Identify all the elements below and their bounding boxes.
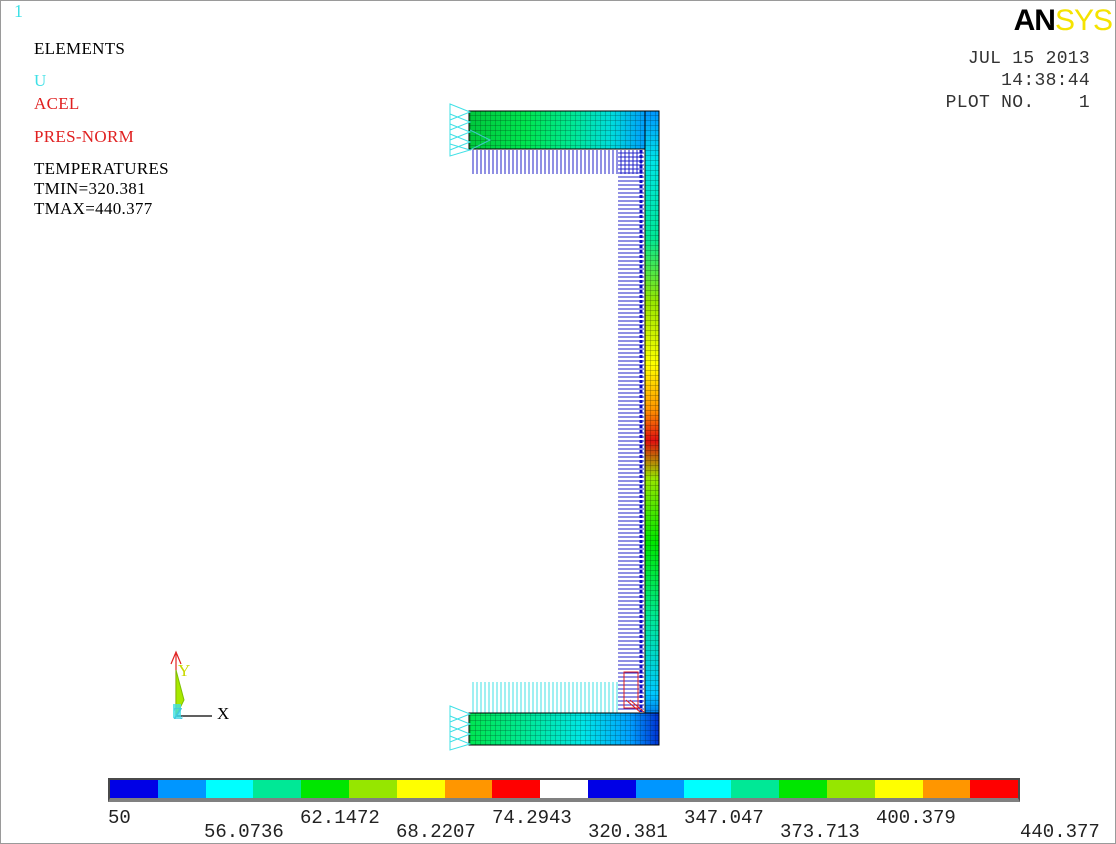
ansys-logo: ANSYS bbox=[1013, 4, 1113, 37]
displacement-constraints-top bbox=[449, 103, 492, 157]
pressure-arrows-bottom bbox=[472, 682, 620, 714]
legend-swatch bbox=[874, 780, 923, 798]
triad-z-label: Z bbox=[173, 704, 184, 723]
acel-label: ACEL bbox=[34, 94, 80, 113]
contour-legend-bar bbox=[108, 778, 1020, 802]
legend-swatch bbox=[301, 780, 349, 798]
u-label: U bbox=[34, 71, 47, 90]
legend-swatch bbox=[731, 780, 780, 798]
legend-label-bottom: 320.381 bbox=[588, 821, 668, 843]
legend-swatch bbox=[492, 780, 541, 798]
legend-swatch bbox=[635, 780, 684, 798]
time-label: 14:38:44 bbox=[1001, 71, 1090, 91]
legend-label-bottom: 440.377 bbox=[1020, 821, 1100, 843]
legend-swatch bbox=[110, 780, 158, 798]
legend-label-top: 347.047 bbox=[684, 807, 764, 829]
legend-swatch bbox=[348, 780, 397, 798]
logo-part-an: AN bbox=[1013, 4, 1056, 37]
legend-label-bottom: 373.713 bbox=[780, 821, 860, 843]
date-label: JUL 15 2013 bbox=[967, 49, 1090, 69]
elements-label: ELEMENTS bbox=[34, 39, 126, 58]
legend-swatch bbox=[205, 780, 254, 798]
top-flange-mesh bbox=[469, 111, 659, 149]
legend-swatch bbox=[396, 780, 445, 798]
legend-swatch bbox=[444, 780, 493, 798]
legend-label-top: 400.379 bbox=[876, 807, 956, 829]
triad-y-label: Y bbox=[178, 661, 191, 680]
temperatures-label: TEMPERATURES bbox=[34, 159, 169, 178]
legend-label-top: 62.1472 bbox=[300, 807, 380, 829]
acel-symbol bbox=[623, 671, 645, 713]
legend-swatch bbox=[779, 780, 827, 798]
plot-number-label: PLOT NO. 1 bbox=[945, 93, 1090, 113]
legend-swatch bbox=[540, 780, 588, 798]
legend-swatch bbox=[826, 780, 875, 798]
legend-swatch bbox=[587, 780, 636, 798]
logo-part-sys: SYS bbox=[1054, 4, 1113, 37]
legend-swatch bbox=[157, 780, 206, 798]
window-number: 1 bbox=[14, 1, 24, 21]
legend-label-top: 74.2943 bbox=[492, 807, 572, 829]
tmin-label: TMIN=320.381 bbox=[34, 179, 146, 198]
triad-x-label: X bbox=[217, 704, 230, 723]
displacement-constraints-bottom bbox=[449, 705, 472, 751]
pressure-arrows-top bbox=[472, 150, 644, 174]
legend-label-top: 50 bbox=[108, 807, 131, 829]
coordinate-triad bbox=[170, 650, 212, 718]
legend-swatch bbox=[970, 780, 1019, 798]
legend-label-bottom: 68.2207 bbox=[396, 821, 476, 843]
bottom-flange-mesh bbox=[469, 713, 659, 745]
tmax-label: TMAX=440.377 bbox=[34, 199, 153, 218]
legend-label-bottom: 56.0736 bbox=[204, 821, 284, 843]
legend-swatch bbox=[253, 780, 302, 798]
legend-swatch bbox=[922, 780, 971, 798]
web-mesh bbox=[645, 111, 659, 745]
pres-norm-label: PRES-NORM bbox=[34, 127, 135, 146]
legend-swatch bbox=[683, 780, 732, 798]
